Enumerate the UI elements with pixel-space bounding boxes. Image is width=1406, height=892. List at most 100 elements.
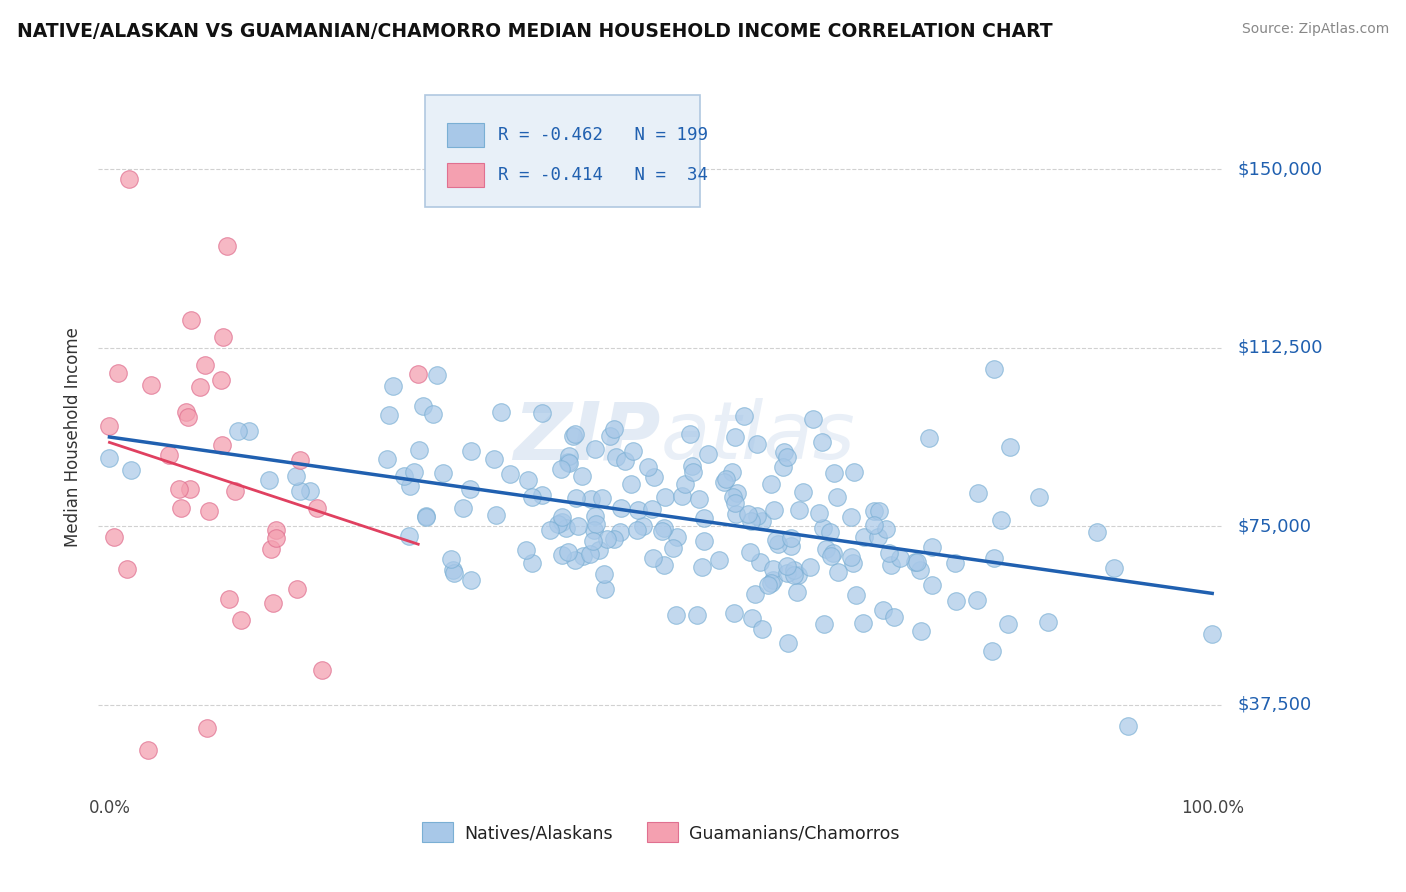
Point (681, 459, 703, 474)
Point (226, 424, 249, 438)
Point (288, 453, 311, 467)
Point (599, 429, 621, 443)
Text: atlas: atlas (661, 398, 856, 476)
Point (741, 611, 763, 625)
Point (641, 551, 664, 566)
Point (167, 482, 190, 496)
Point (550, 461, 572, 475)
Point (751, 622, 773, 636)
Point (675, 476, 697, 491)
Point (170, 501, 193, 516)
Text: R = -0.462   N = 199: R = -0.462 N = 199 (498, 127, 707, 145)
Point (499, 467, 522, 481)
Point (945, 594, 967, 608)
Legend: Natives/Alaskans, Guamanians/Chamorros: Natives/Alaskans, Guamanians/Chamorros (415, 815, 907, 849)
Point (820, 549, 842, 564)
Point (174, 405, 197, 419)
Point (772, 459, 794, 474)
Point (786, 568, 808, 582)
Point (827, 565, 849, 579)
Point (724, 430, 747, 444)
Point (713, 475, 735, 489)
Point (531, 406, 554, 420)
Point (725, 507, 748, 521)
Point (118, 172, 141, 186)
Point (671, 489, 693, 503)
Text: $75,000: $75,000 (1237, 517, 1312, 535)
Point (787, 502, 810, 516)
Point (1102, 561, 1125, 575)
Point (666, 530, 689, 544)
Point (551, 548, 574, 562)
Point (679, 426, 702, 441)
Point (780, 539, 803, 553)
Point (408, 443, 430, 458)
Text: Source: ZipAtlas.com: Source: ZipAtlas.com (1241, 22, 1389, 37)
Point (596, 532, 619, 546)
Point (775, 450, 797, 464)
Point (665, 607, 688, 622)
Point (582, 523, 605, 537)
Point (593, 582, 616, 596)
Point (583, 509, 606, 524)
Point (557, 450, 579, 464)
Point (643, 470, 665, 484)
Point (724, 496, 747, 510)
Text: $37,500: $37,500 (1237, 696, 1312, 714)
Point (311, 663, 333, 677)
Point (693, 511, 716, 525)
Point (783, 562, 806, 576)
Point (567, 519, 589, 533)
Point (555, 521, 578, 535)
Point (921, 541, 943, 555)
Point (990, 513, 1012, 527)
Point (853, 530, 876, 544)
Point (751, 514, 773, 528)
Point (426, 368, 449, 382)
Point (759, 477, 782, 491)
Bar (447, 123, 484, 147)
Point (538, 524, 561, 538)
Point (786, 584, 808, 599)
Point (224, 484, 246, 499)
Point (217, 239, 239, 253)
Point (262, 596, 284, 610)
Point (690, 560, 713, 574)
Point (918, 431, 941, 445)
Point (605, 450, 627, 465)
Point (852, 615, 875, 630)
Point (609, 500, 631, 515)
Point (415, 510, 437, 524)
Point (557, 454, 579, 468)
Point (98, 419, 121, 434)
Point (740, 514, 762, 528)
Point (443, 566, 465, 580)
Point (783, 568, 806, 582)
Point (285, 582, 308, 596)
Point (260, 542, 283, 557)
Point (910, 624, 932, 638)
Point (211, 438, 233, 452)
Point (997, 616, 1019, 631)
Point (399, 479, 422, 493)
Point (904, 555, 927, 569)
Point (517, 474, 540, 488)
Point (107, 366, 129, 380)
Point (983, 551, 1005, 566)
Point (231, 613, 253, 627)
Point (745, 509, 768, 524)
Point (762, 503, 785, 517)
Point (603, 422, 626, 436)
Text: NATIVE/ALASKAN VS GUAMANIAN/CHAMORRO MEDIAN HOUSEHOLD INCOME CORRELATION CHART: NATIVE/ALASKAN VS GUAMANIAN/CHAMORRO MED… (17, 22, 1053, 41)
Point (378, 408, 401, 422)
Point (572, 549, 595, 563)
Point (392, 469, 415, 483)
Point (620, 476, 643, 491)
Point (748, 555, 770, 569)
Point (264, 531, 287, 545)
Text: $112,500: $112,500 (1237, 339, 1323, 357)
Point (557, 456, 579, 470)
Point (441, 563, 464, 577)
Point (697, 447, 720, 461)
Point (531, 487, 554, 501)
